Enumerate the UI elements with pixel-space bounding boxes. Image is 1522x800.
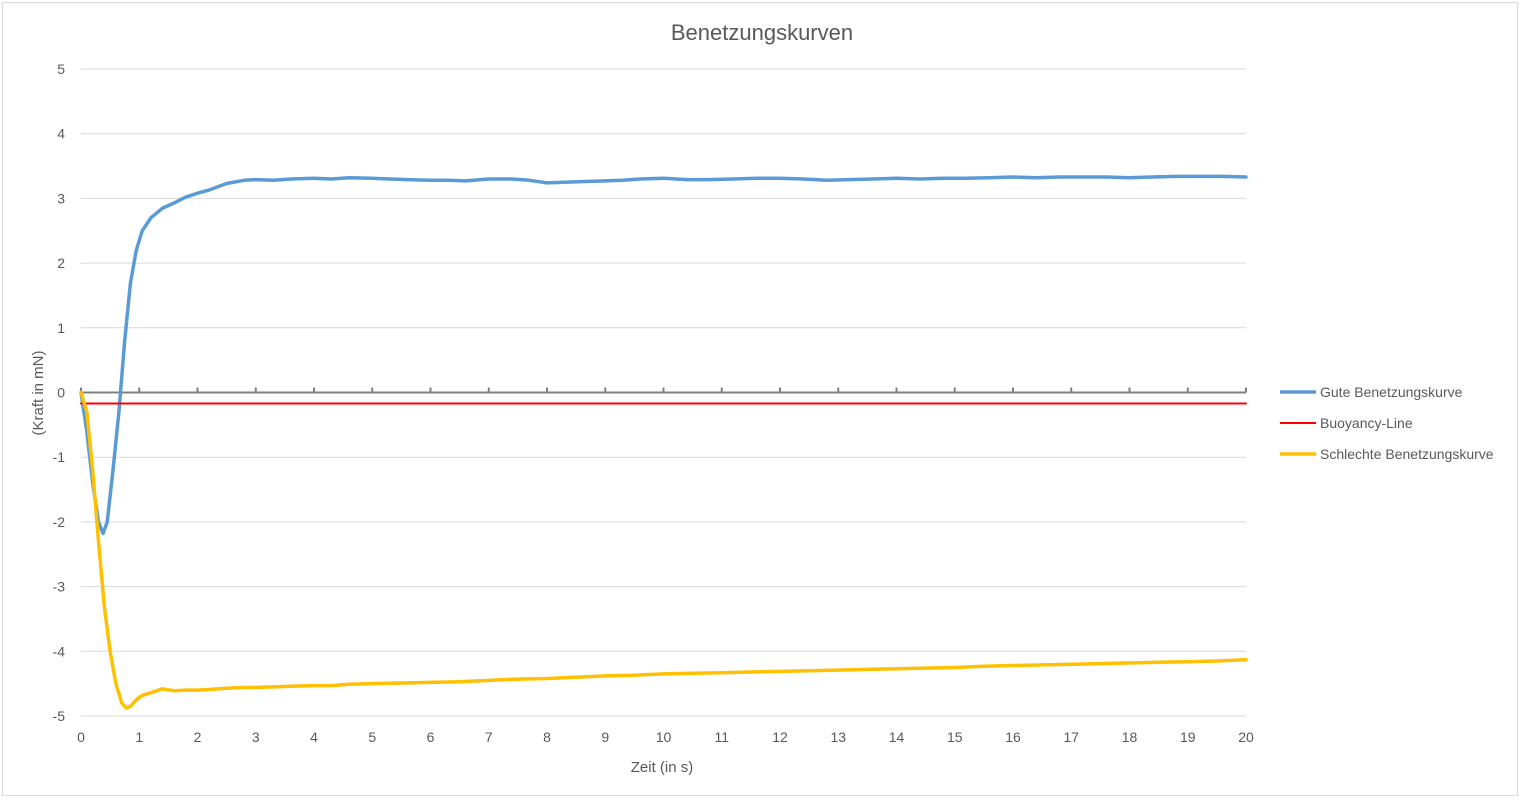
y-tick-label: 3 — [57, 190, 65, 206]
x-tick-label: 1 — [135, 729, 143, 745]
x-tick-label: 6 — [427, 729, 435, 745]
y-axis: 5 4 3 2 1 0 -1 -2 -3 -4 -5 — [53, 61, 66, 724]
x-tick-label: 0 — [77, 729, 85, 745]
x-axis-tick-labels: 0 1 2 3 4 5 6 7 8 9 10 11 12 13 14 15 16 17 18 19 20 — [77, 729, 1254, 745]
x-tick-label: 20 — [1238, 729, 1254, 745]
x-tick-label: 9 — [601, 729, 609, 745]
x-tick-label: 3 — [252, 729, 260, 745]
series-line-schlechte-benetzungskurve — [79, 390, 1248, 710]
legend-label-buoyancy-line: Buoyancy-Line — [1320, 415, 1413, 431]
series-lines — [79, 174, 1248, 710]
y-tick-label: -3 — [53, 579, 66, 595]
x-tick-label: 15 — [947, 729, 963, 745]
legend-label-gute-benetzungskurve: Gute Benetzungskurve — [1320, 384, 1463, 400]
y-axis-title: (Kraft in mN) — [30, 350, 47, 435]
x-tick-label: 5 — [368, 729, 376, 745]
legend-label-schlechte-benetzungskurve: Schlechte Benetzungskurve — [1320, 446, 1494, 462]
x-tick-label: 10 — [656, 729, 672, 745]
x-tick-label: 7 — [485, 729, 493, 745]
x-tick-label: 19 — [1180, 729, 1196, 745]
x-axis-title: Zeit (in s) — [631, 759, 694, 776]
x-tick-label: 13 — [830, 729, 846, 745]
legend: Gute Benetzungskurve Buoyancy-Line Schlech… — [1280, 384, 1494, 462]
y-tick-label: -1 — [53, 449, 66, 465]
x-tick-label: 14 — [889, 729, 905, 745]
series-line-gute-benetzungskurve — [79, 174, 1248, 536]
y-tick-label: -4 — [53, 643, 66, 659]
y-tick-label: -5 — [53, 708, 66, 724]
gridlines — [81, 68, 1246, 717]
x-tick-label: 17 — [1063, 729, 1079, 745]
chart-title: Benetzungskurven — [671, 20, 853, 45]
y-tick-label: 2 — [57, 255, 65, 271]
y-tick-label: 4 — [57, 126, 65, 142]
x-tick-label: 2 — [194, 729, 202, 745]
x-axis — [80, 387, 1247, 394]
x-tick-label: 16 — [1005, 729, 1021, 745]
x-tick-label: 4 — [310, 729, 318, 745]
x-tick-label: 8 — [543, 729, 551, 745]
y-tick-label: 1 — [57, 320, 65, 336]
x-tick-label: 11 — [714, 729, 729, 745]
x-tick-label: 18 — [1122, 729, 1138, 745]
y-tick-label: 5 — [57, 61, 65, 77]
y-tick-label: 0 — [57, 385, 65, 401]
y-tick-label: -2 — [53, 514, 66, 530]
x-tick-label: 12 — [772, 729, 788, 745]
